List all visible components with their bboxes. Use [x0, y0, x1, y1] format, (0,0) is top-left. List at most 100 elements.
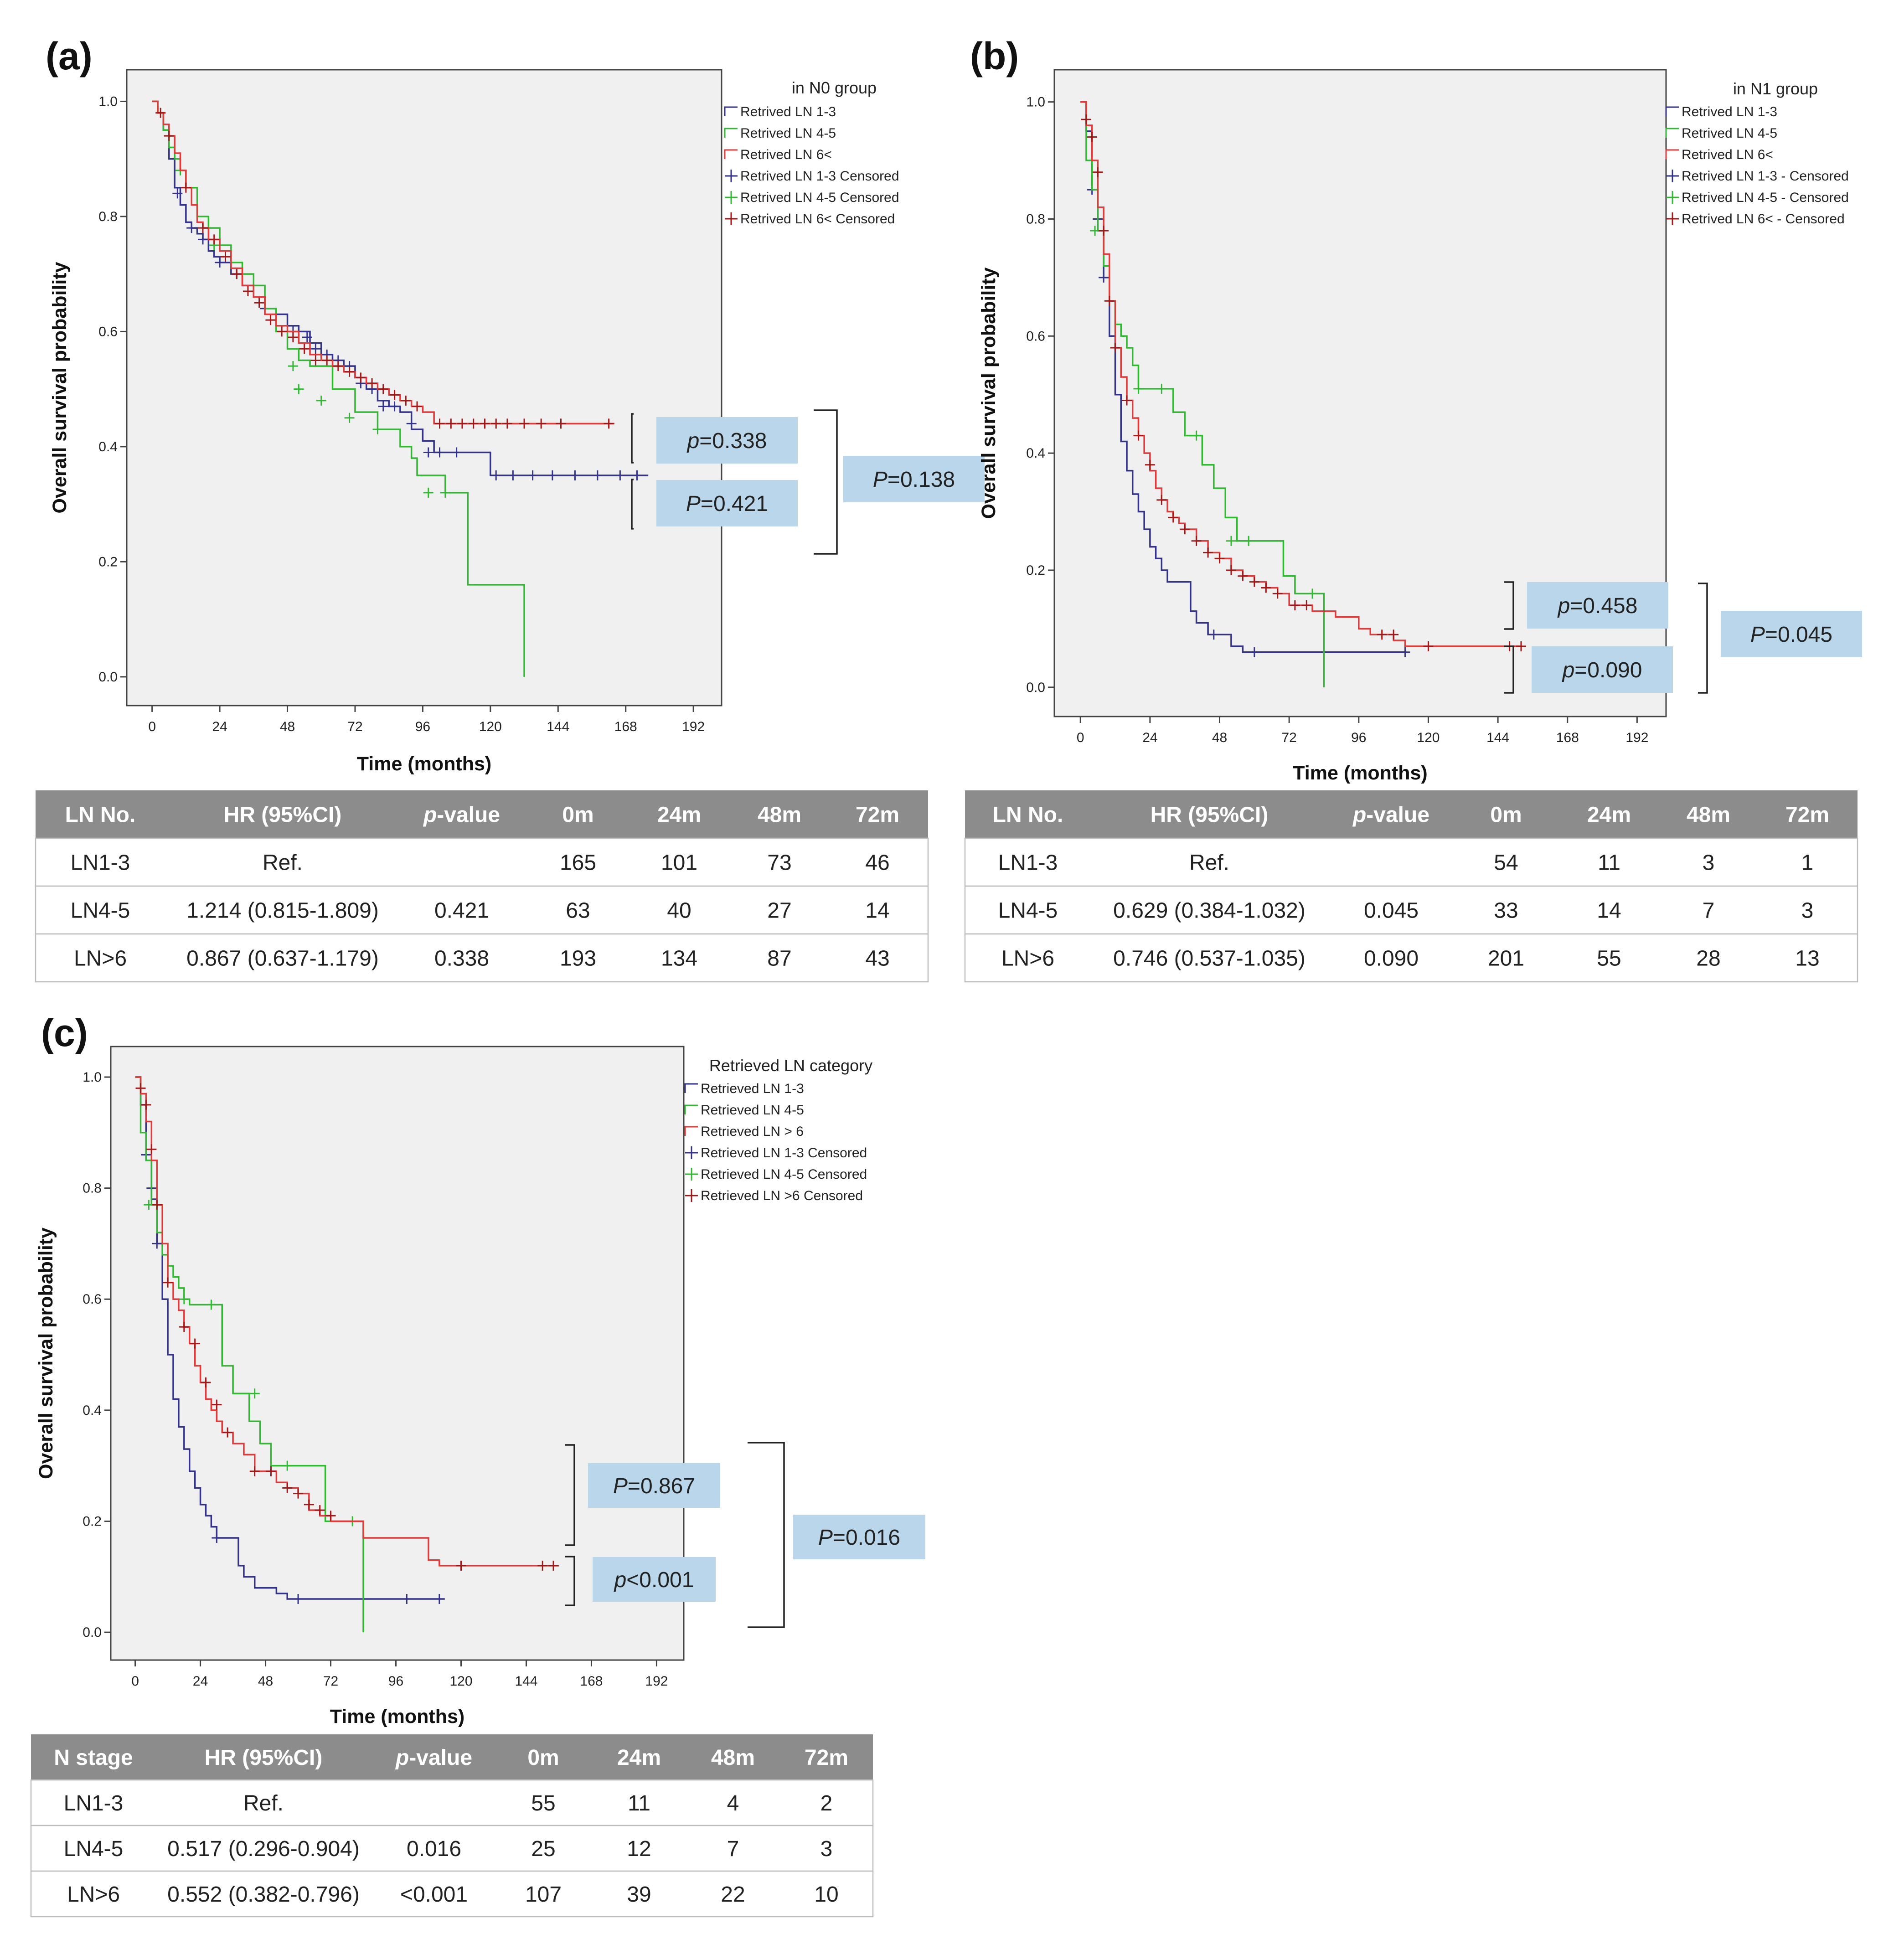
- legend-title: Retrieved LN category: [709, 1056, 872, 1075]
- y-tick-label: 0.0: [83, 1625, 102, 1640]
- table-cell: 28: [1696, 947, 1720, 971]
- table-row: LN4-5 0.629 (0.384-1.032) 0.045 33 14 7 3: [964, 885, 1858, 935]
- legend-swatch: [1665, 106, 1679, 116]
- x-tick-label: 192: [1625, 730, 1648, 745]
- series-3: [135, 1076, 559, 1571]
- censor-mark: [172, 188, 183, 199]
- table-row: LN1-3 Ref. 165 101 73 46: [35, 837, 929, 887]
- p-value-label: P=0.016: [818, 1526, 900, 1550]
- header-cell: 24m: [657, 803, 701, 827]
- x-tick-label: 48: [258, 1674, 273, 1689]
- censor-mark: [152, 1238, 162, 1249]
- censor-mark: [456, 1560, 466, 1571]
- row-bg: [35, 837, 929, 887]
- p-value-box: [1532, 646, 1673, 693]
- table-cell: 11: [628, 1791, 650, 1815]
- censor-mark: [222, 1427, 233, 1438]
- censor-mark: [402, 1594, 412, 1604]
- x-tick-label: 24: [212, 719, 227, 734]
- table-cell: 1.214 (0.815-1.809): [186, 899, 379, 923]
- x-tick-label: 96: [388, 1674, 403, 1689]
- table-row: LN>6 0.552 (0.382-0.796) <0.001 107 39 22 10: [30, 1870, 874, 1918]
- x-tick-label: 192: [645, 1674, 668, 1689]
- legend-swatch: [1666, 212, 1679, 225]
- censor-mark: [1203, 547, 1213, 558]
- row-bg: [30, 1870, 874, 1918]
- legend-label: Retrieved LN >6 Censored: [701, 1188, 863, 1203]
- row-bg: [35, 933, 929, 983]
- table-cell: 63: [566, 899, 590, 923]
- y-tick-label: 0.8: [1026, 211, 1045, 227]
- p-value-label: p=0.090: [1562, 658, 1642, 682]
- censor-mark: [1516, 641, 1526, 651]
- censor-mark: [206, 1300, 217, 1310]
- table-cell: Ref.: [263, 851, 303, 875]
- table-cell: 7: [727, 1837, 739, 1861]
- censor-mark: [322, 355, 332, 366]
- y-axis-label: Overall survival probability: [49, 262, 71, 513]
- censor-mark: [1226, 565, 1236, 575]
- table-cell: 0.517 (0.296-0.904): [167, 1837, 360, 1861]
- censor-mark: [1081, 114, 1091, 125]
- table-cell: 13: [1795, 947, 1819, 971]
- table-row: LN4-5 1.214 (0.815-1.809) 0.421 63 40 27 14: [35, 885, 929, 935]
- censor-mark: [356, 372, 366, 383]
- censor-mark: [372, 424, 383, 435]
- table-header: [965, 790, 1858, 838]
- censor-mark: [333, 361, 343, 371]
- legend-swatch: [725, 170, 738, 182]
- p-value-box: [793, 1515, 925, 1559]
- x-tick-label: 120: [479, 719, 502, 734]
- table-cell: 54: [1494, 851, 1518, 875]
- table-cell: Ref.: [243, 1791, 284, 1815]
- table-cell: 10: [814, 1882, 838, 1907]
- censor-mark: [491, 470, 501, 481]
- p-value-label: P=0.421: [686, 492, 768, 516]
- x-tick-label: 120: [1417, 730, 1440, 745]
- censor-mark: [254, 298, 264, 308]
- x-tick-label: 144: [1486, 730, 1509, 745]
- table-cell: 46: [865, 851, 889, 875]
- header-cell: 0m: [562, 803, 593, 827]
- p-value-label: P=0.867: [613, 1474, 695, 1498]
- y-tick-label: 0.8: [83, 1181, 102, 1196]
- censor-mark: [423, 447, 433, 458]
- legend-swatch: [684, 1104, 698, 1114]
- censor-mark: [294, 384, 304, 394]
- table-cell: 14: [1597, 899, 1621, 923]
- legend-label: Retrived LN 4-5: [1682, 126, 1777, 141]
- censor-mark: [277, 326, 287, 337]
- censor-mark: [389, 401, 400, 412]
- p-value-box: [656, 480, 798, 526]
- table-cell: 14: [865, 899, 889, 923]
- table-cell: 27: [767, 899, 791, 923]
- table-cell: LN>6: [67, 1882, 120, 1907]
- p-value-label: P=0.045: [1750, 623, 1832, 647]
- p-value-label: p<0.001: [614, 1568, 694, 1592]
- table-cell: 0.552 (0.382-0.796): [167, 1882, 360, 1907]
- table-cell: 3: [1703, 851, 1715, 875]
- p-bracket: [1698, 583, 1708, 694]
- censor-mark: [434, 418, 445, 429]
- row-bg: [964, 837, 1858, 887]
- censor-mark: [446, 418, 456, 429]
- p-bracket: [565, 1556, 575, 1606]
- y-tick-label: 1.0: [1026, 95, 1045, 110]
- table-cell: 43: [865, 947, 889, 971]
- x-tick-label: 144: [515, 1674, 537, 1689]
- legend-title: in N1 group: [1733, 79, 1818, 98]
- panel-label: (b): [970, 35, 1019, 77]
- censor-mark: [468, 418, 479, 429]
- table-cell: 134: [661, 947, 697, 971]
- censor-mark: [1133, 383, 1144, 394]
- censor-mark: [212, 1533, 222, 1543]
- panel-3: (c) 0 24 48 72 96 120 144 168 192 0.0 0.2 0.4 0.6 0.8 1…: [35, 1011, 925, 1728]
- row-bg: [964, 933, 1858, 983]
- censor-mark: [1099, 272, 1109, 283]
- p-bracket: [1504, 645, 1514, 694]
- censor-mark: [1133, 430, 1144, 441]
- x-tick-label: 24: [1142, 730, 1157, 745]
- censor-mark: [243, 286, 253, 297]
- p-value-label: p=0.338: [686, 429, 767, 453]
- censor-mark: [1093, 167, 1103, 177]
